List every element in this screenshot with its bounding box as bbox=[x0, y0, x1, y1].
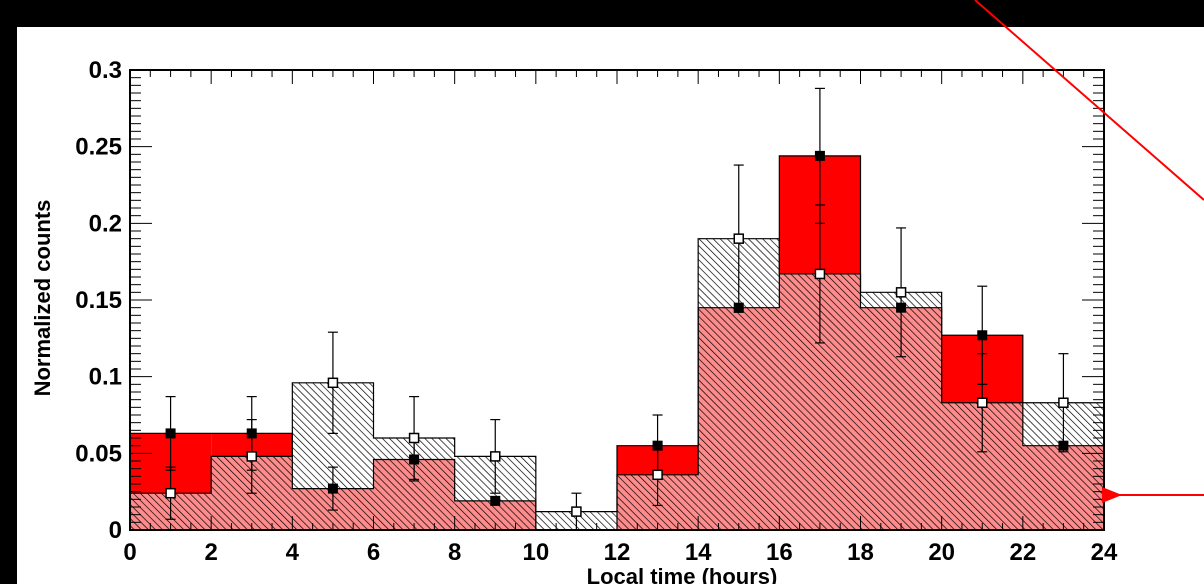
hatched-outline bbox=[129, 238, 1105, 530]
x-tick-label: 4 bbox=[286, 539, 300, 566]
marker-open-square bbox=[165, 487, 176, 499]
marker-filled-square bbox=[165, 428, 176, 439]
x-tick-label: 24 bbox=[1091, 539, 1118, 566]
y-tick-label: 0.15 bbox=[75, 287, 122, 314]
marker-open-square bbox=[1058, 397, 1069, 408]
marker-open-square bbox=[733, 233, 744, 244]
data-markers bbox=[165, 150, 1069, 517]
x-tick-label: 14 bbox=[685, 539, 712, 566]
y-tick-label: 0.05 bbox=[75, 440, 122, 467]
marker-open-square bbox=[408, 432, 420, 444]
marker-filled-square bbox=[1058, 440, 1069, 451]
x-tick-label: 6 bbox=[367, 539, 380, 566]
y-axis-title: Normalized counts bbox=[30, 200, 55, 397]
marker-open-square bbox=[246, 451, 257, 462]
x-tick-label: 12 bbox=[604, 539, 631, 566]
marker-open-square bbox=[490, 451, 501, 462]
x-tick-labels: 0 2 4 6 8 10 12 14 16 18 20 22 24 bbox=[123, 539, 1118, 566]
marker-open-square bbox=[814, 268, 826, 280]
marker-filled-square bbox=[652, 440, 663, 451]
x-tick-label: 18 bbox=[847, 539, 874, 566]
annotation-line bbox=[974, 0, 1204, 201]
marker-filled-square bbox=[733, 302, 744, 313]
axis-ticks bbox=[129, 69, 1105, 531]
marker-open-square bbox=[977, 397, 988, 408]
marker-filled-square bbox=[977, 330, 988, 341]
y-tick-label: 0.25 bbox=[75, 134, 122, 161]
hatched-series bbox=[129, 155, 1105, 531]
y-tick-label: 0.2 bbox=[89, 210, 122, 237]
y-tick-label: 0.3 bbox=[89, 57, 122, 84]
x-tick-label: 22 bbox=[1009, 539, 1036, 566]
marker-filled-square bbox=[896, 302, 907, 313]
x-tick-label: 20 bbox=[928, 539, 955, 566]
y-tick-labels: 0 0.05 0.1 0.15 0.2 0.25 0.3 bbox=[75, 57, 122, 544]
marker-filled-square bbox=[327, 483, 338, 494]
marker-filled-square bbox=[246, 428, 257, 439]
y-tick-label: 0.1 bbox=[89, 364, 122, 391]
x-tick-label: 2 bbox=[204, 539, 217, 566]
marker-filled-square bbox=[490, 495, 501, 506]
y-tick-label: 0 bbox=[109, 517, 122, 544]
marker-open-square bbox=[652, 469, 663, 481]
marker-filled-square bbox=[814, 150, 825, 161]
x-tick-label: 10 bbox=[522, 539, 549, 566]
marker-open-square bbox=[327, 377, 339, 389]
marker-open-square bbox=[895, 287, 907, 298]
marker-filled-square bbox=[409, 454, 420, 465]
x-tick-label: 0 bbox=[123, 539, 136, 566]
red-annotations bbox=[974, 0, 1204, 503]
x-axis-title: Local time (hours) bbox=[587, 564, 778, 584]
x-tick-label: 16 bbox=[766, 539, 793, 566]
x-tick-label: 8 bbox=[448, 539, 461, 566]
marker-open-square bbox=[571, 506, 582, 517]
